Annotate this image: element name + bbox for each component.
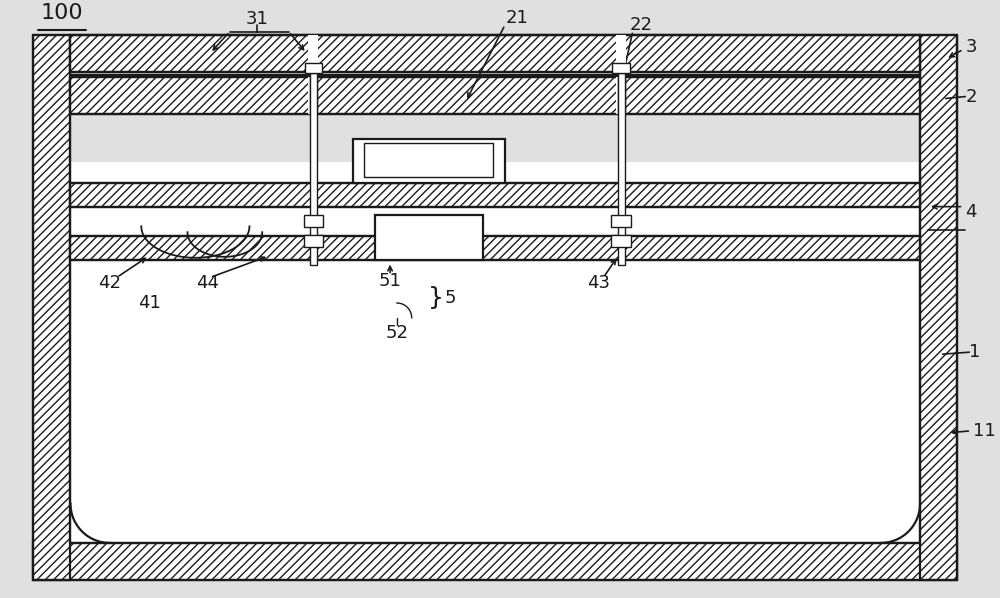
Text: 3: 3 xyxy=(965,38,977,56)
Bar xyxy=(70,77,920,114)
Text: 21: 21 xyxy=(505,9,528,27)
Bar xyxy=(612,63,630,73)
Text: 4: 4 xyxy=(965,203,977,221)
Text: 52: 52 xyxy=(385,324,408,341)
Bar xyxy=(611,215,631,227)
Bar xyxy=(308,35,318,72)
Bar xyxy=(618,73,625,265)
Text: 41: 41 xyxy=(138,294,161,312)
Bar xyxy=(353,139,505,183)
Bar xyxy=(920,35,957,580)
Bar xyxy=(70,35,920,72)
Text: 31: 31 xyxy=(246,10,269,28)
Text: 22: 22 xyxy=(629,16,652,33)
Bar xyxy=(70,163,920,543)
Text: 42: 42 xyxy=(98,274,121,292)
Bar xyxy=(308,77,318,114)
Text: 51: 51 xyxy=(379,272,401,291)
Bar xyxy=(33,35,70,580)
Bar xyxy=(310,73,317,265)
Text: 100: 100 xyxy=(41,3,84,23)
Bar xyxy=(616,35,626,72)
Text: 11: 11 xyxy=(973,422,996,440)
Bar xyxy=(305,63,322,73)
Bar xyxy=(616,77,626,114)
Bar xyxy=(375,215,483,260)
Text: }: } xyxy=(428,286,444,310)
Text: 44: 44 xyxy=(196,274,219,292)
Bar xyxy=(364,143,493,177)
Bar xyxy=(304,235,323,247)
Bar xyxy=(70,183,920,207)
Text: 43: 43 xyxy=(587,274,610,292)
Text: 1: 1 xyxy=(969,343,981,361)
Text: 2: 2 xyxy=(965,87,977,105)
Bar xyxy=(70,236,920,260)
Text: 5: 5 xyxy=(444,289,456,307)
Bar xyxy=(304,215,323,227)
Bar xyxy=(33,543,957,580)
Bar xyxy=(611,235,631,247)
